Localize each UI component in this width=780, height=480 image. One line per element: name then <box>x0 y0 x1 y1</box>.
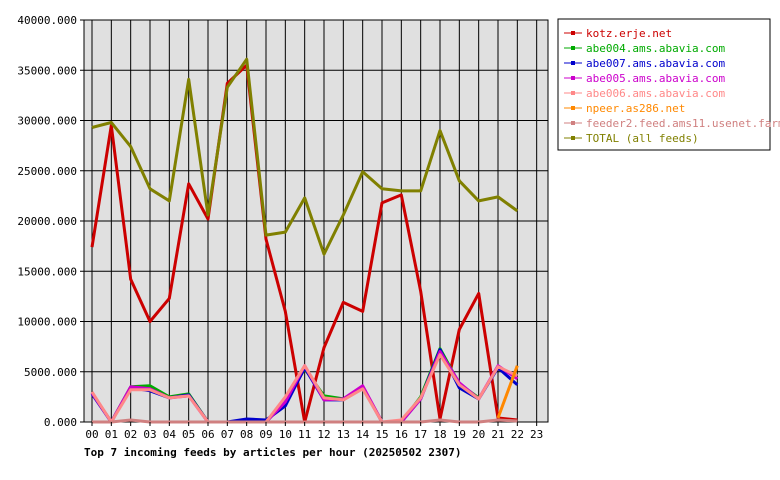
y-tick-label: 0.000 <box>44 416 77 429</box>
legend-label: feeder2.feed.ams11.usenet.farm <box>586 117 780 130</box>
x-tick-label: 20 <box>472 428 485 441</box>
y-tick-label: 30000.000 <box>17 115 77 128</box>
legend-box <box>557 18 771 151</box>
x-tick-label: 11 <box>298 428 311 441</box>
x-tick-label: 17 <box>414 428 427 441</box>
legend-swatch-marker <box>571 61 575 65</box>
legend-swatch-marker <box>571 121 575 125</box>
x-tick-label: 07 <box>221 428 234 441</box>
legend-swatch-marker <box>571 106 575 110</box>
legend-label: abe006.ams.abavia.com <box>586 87 725 100</box>
x-tick-label: 03 <box>143 428 156 441</box>
legend: kotz.erje.net abe004.ams.abavia.com abe007… <box>557 18 780 151</box>
y-tick-label: 20000.000 <box>17 215 77 228</box>
y-tick-label: 5000.000 <box>24 366 77 379</box>
legend-label: TOTAL (all feeds) <box>586 132 699 145</box>
x-tick-label: 14 <box>356 428 370 441</box>
x-tick-label: 13 <box>337 428 350 441</box>
x-tick-label: 23 <box>530 428 543 441</box>
x-tick-label: 08 <box>240 428 253 441</box>
legend-label: abe007.ams.abavia.com <box>586 57 725 70</box>
x-tick-label: 15 <box>375 428 388 441</box>
y-tick-label: 35000.000 <box>17 64 77 77</box>
x-tick-label: 22 <box>511 428 524 441</box>
y-axis: 0.000 5000.000 10000.000 15000.000 20000.000… <box>17 14 84 429</box>
x-tick-label: 10 <box>279 428 292 441</box>
x-tick-label: 05 <box>182 428 195 441</box>
series-line-7 <box>91 57 519 256</box>
x-tick-label: 16 <box>395 428 408 441</box>
legend-label: abe004.ams.abavia.com <box>586 42 725 55</box>
x-tick-label: 06 <box>201 428 214 441</box>
y-tick-label: 25000.000 <box>17 165 77 178</box>
series-line-4 <box>90 353 518 424</box>
legend-label: abe005.ams.abavia.com <box>586 72 725 85</box>
x-tick-label: 02 <box>124 428 137 441</box>
series-line-5 <box>496 365 519 419</box>
legend-swatch-marker <box>571 91 575 95</box>
legend-swatch-marker <box>571 136 575 140</box>
x-axis: 00 01 02 03 04 05 06 07 08 09 10 11 12 13 14 15 16 17 18 19… <box>85 422 543 441</box>
x-tick-label: 04 <box>163 428 177 441</box>
x-tick-label: 21 <box>491 428 504 441</box>
x-tick-label: 00 <box>85 428 98 441</box>
y-tick-label: 15000.000 <box>17 265 77 278</box>
legend-swatch-marker <box>571 31 575 35</box>
y-tick-label: 10000.000 <box>17 316 77 329</box>
x-tick-label: 09 <box>259 428 272 441</box>
x-tick-label: 19 <box>453 428 466 441</box>
x-tick-label: 12 <box>317 428 330 441</box>
legend-swatch-marker <box>571 76 575 80</box>
legend-label: npeer.as286.net <box>586 102 685 115</box>
x-tick-label: 01 <box>105 428 118 441</box>
legend-swatch-marker <box>571 46 575 50</box>
legend-label: kotz.erje.net <box>586 27 672 40</box>
x-tick-label: 18 <box>433 428 446 441</box>
chart-title: Top 7 incoming feeds by articles per hou… <box>84 446 462 459</box>
y-tick-label: 40000.000 <box>17 14 77 27</box>
